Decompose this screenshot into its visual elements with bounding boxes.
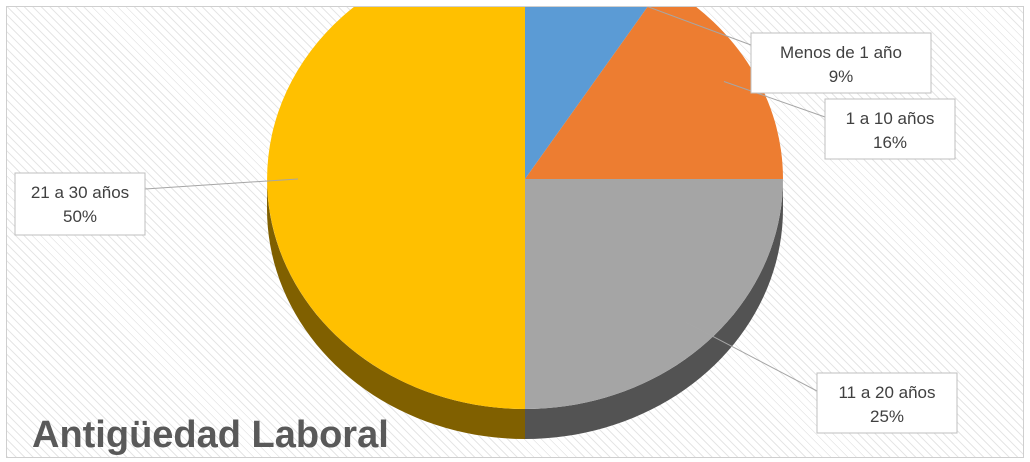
data-label-box-0 — [750, 32, 932, 94]
data-label-category-0: Menos de 1 año — [780, 43, 902, 62]
data-label-percent-0: 9% — [829, 67, 854, 86]
data-label-category-2: 11 a 20 años — [838, 383, 935, 402]
leader-line-0 — [647, 7, 752, 46]
chart-title: Antigüedad Laboral — [32, 414, 389, 456]
data-label-category-3: 21 a 30 años — [31, 183, 129, 202]
chart-area: Menos de 1 año 9% 1 a 10 años 16% 11 a 20 añ… — [6, 6, 1024, 458]
leader-line-1 — [723, 81, 826, 118]
pie-chart: Menos de 1 año 9% 1 a 10 años 16% 11 a 20 añ… — [14, 7, 958, 456]
data-label-box-1 — [824, 98, 956, 160]
pie-depth-2 — [525, 179, 783, 439]
data-label-percent-1: 16% — [873, 133, 907, 152]
data-label-box-2 — [816, 372, 958, 434]
leader-line-2 — [685, 321, 818, 392]
data-label-box-3 — [14, 172, 146, 236]
data-label-percent-3: 50% — [63, 207, 97, 226]
pie-depth-3 — [267, 179, 525, 439]
pie-slice-1[interactable] — [525, 7, 783, 179]
data-label-category-1: 1 a 10 años — [846, 109, 935, 128]
pie-slice-3[interactable] — [267, 7, 525, 409]
pie-slice-0[interactable] — [525, 7, 663, 179]
pie-slice-2[interactable] — [525, 179, 783, 409]
leader-line-3 — [144, 178, 299, 190]
data-label-percent-2: 25% — [870, 407, 904, 426]
